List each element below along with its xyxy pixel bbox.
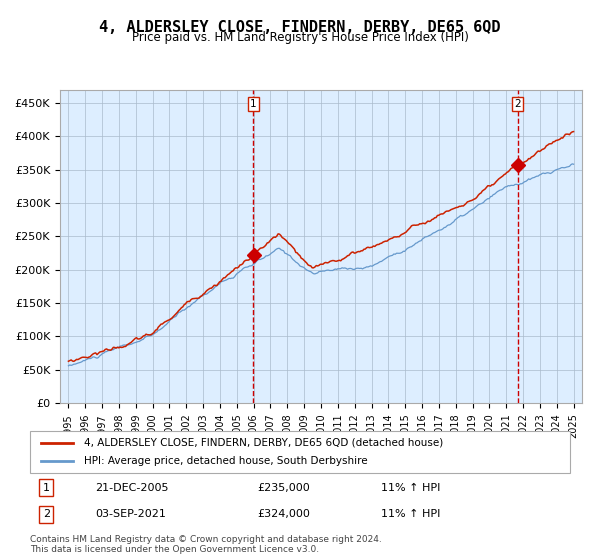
- FancyBboxPatch shape: [30, 431, 570, 473]
- Text: 03-SEP-2021: 03-SEP-2021: [95, 509, 166, 519]
- Text: £324,000: £324,000: [257, 509, 310, 519]
- Text: 11% ↑ HPI: 11% ↑ HPI: [381, 483, 440, 493]
- Text: 1: 1: [43, 483, 50, 493]
- Text: HPI: Average price, detached house, South Derbyshire: HPI: Average price, detached house, Sout…: [84, 456, 368, 466]
- Text: 2: 2: [514, 99, 521, 109]
- Text: Contains HM Land Registry data © Crown copyright and database right 2024.
This d: Contains HM Land Registry data © Crown c…: [30, 535, 382, 554]
- Text: 4, ALDERSLEY CLOSE, FINDERN, DERBY, DE65 6QD (detached house): 4, ALDERSLEY CLOSE, FINDERN, DERBY, DE65…: [84, 438, 443, 448]
- Text: £235,000: £235,000: [257, 483, 310, 493]
- Text: 21-DEC-2005: 21-DEC-2005: [95, 483, 168, 493]
- Text: 1: 1: [250, 99, 256, 109]
- Text: 11% ↑ HPI: 11% ↑ HPI: [381, 509, 440, 519]
- Text: 4, ALDERSLEY CLOSE, FINDERN, DERBY, DE65 6QD: 4, ALDERSLEY CLOSE, FINDERN, DERBY, DE65…: [99, 20, 501, 35]
- Text: 2: 2: [43, 509, 50, 519]
- Text: Price paid vs. HM Land Registry's House Price Index (HPI): Price paid vs. HM Land Registry's House …: [131, 31, 469, 44]
